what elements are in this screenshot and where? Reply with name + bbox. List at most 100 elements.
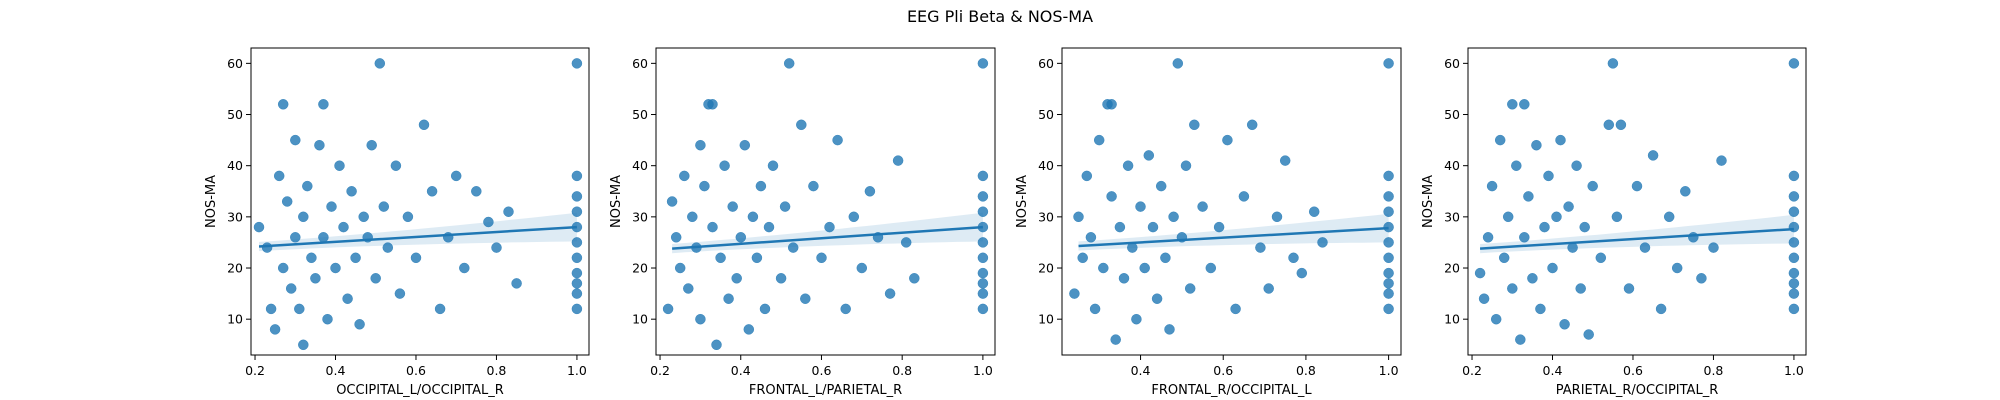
data-point [687, 211, 698, 223]
data-point [302, 180, 313, 192]
data-point [1184, 283, 1196, 294]
data-point [334, 160, 345, 171]
data-point [290, 232, 301, 243]
data-point [1069, 288, 1080, 299]
data-point [864, 186, 876, 197]
data-point [1263, 283, 1274, 294]
data-point [848, 211, 860, 223]
data-point [1189, 119, 1200, 131]
data-point [1089, 303, 1101, 315]
data-point [1155, 180, 1167, 192]
y-tick-label: 50 [632, 107, 648, 122]
regression-line [1479, 227, 1795, 250]
data-point [787, 242, 799, 253]
x-tick-label: 0.4 [731, 363, 751, 378]
data-point [1639, 242, 1651, 253]
data-point [1515, 334, 1526, 345]
data-point [1788, 267, 1800, 279]
data-point [1110, 334, 1121, 345]
data-point [1081, 170, 1093, 182]
x-tick-label: 1.0 [567, 363, 587, 378]
data-point [699, 180, 710, 192]
y-tick-label: 60 [1038, 56, 1054, 71]
plot-area [662, 58, 989, 351]
data-point [832, 134, 843, 146]
data-point [1122, 160, 1134, 171]
plot-area [1474, 58, 1800, 345]
x-tick-label: 0.2 [1462, 363, 1482, 378]
x-tick-label: 0.4 [1131, 363, 1151, 378]
x-tick-label: 0.4 [326, 363, 346, 378]
data-point [571, 206, 583, 217]
data-point [739, 139, 751, 151]
data-point [571, 170, 583, 182]
x-tick-label: 0.6 [1213, 363, 1233, 378]
data-point [1308, 206, 1320, 217]
data-point [1478, 293, 1490, 304]
axes-frame [655, 47, 996, 356]
data-point [310, 273, 321, 284]
data-point [1222, 134, 1233, 146]
data-point [977, 237, 989, 248]
data-point [715, 252, 726, 264]
data-point [670, 232, 682, 243]
data-point [491, 242, 502, 253]
data-point [1611, 211, 1623, 223]
x-axis-label: FRONTAL_L/PARIETAL_R [749, 383, 902, 398]
data-point [666, 196, 678, 207]
data-point [840, 303, 851, 315]
y-tick-label: 60 [227, 56, 243, 71]
y-tick-label: 50 [1444, 107, 1460, 122]
data-point [277, 262, 289, 274]
data-point [808, 180, 819, 192]
data-point [1571, 160, 1582, 171]
data-point [1180, 160, 1192, 171]
data-point [1603, 119, 1615, 131]
data-point [1164, 324, 1175, 335]
data-point [382, 242, 394, 253]
data-point [747, 211, 759, 223]
data-point [1531, 139, 1542, 151]
data-point [892, 155, 904, 166]
figure-title: EEG Pli Beta & NOS-MA [907, 7, 1093, 26]
chart-panels: 0.2 0.4 0.6 0.8 1.0 10 20 30 40 50 60 OCCIPITAL_L/O… [204, 47, 1807, 398]
data-point [426, 186, 438, 197]
data-point [1098, 262, 1109, 274]
data-point [1073, 211, 1084, 223]
data-point [1788, 278, 1800, 289]
data-point [707, 99, 718, 110]
data-point [1623, 283, 1635, 294]
data-point [1788, 58, 1800, 69]
x-tick-label: 0.8 [1704, 363, 1724, 378]
data-point [1527, 273, 1538, 284]
y-tick-label: 10 [227, 312, 243, 327]
data-point [1139, 262, 1150, 274]
data-point [290, 134, 301, 146]
data-point [318, 99, 329, 110]
y-axis-label: NOS-MA [1421, 175, 1436, 228]
data-point [719, 160, 730, 171]
data-point [450, 170, 462, 182]
y-tick-label: 20 [227, 261, 243, 276]
data-point [322, 313, 333, 325]
data-point [783, 58, 795, 69]
data-point [735, 232, 747, 243]
data-point [711, 339, 722, 351]
data-point [1547, 262, 1558, 274]
y-tick-label: 20 [632, 261, 648, 276]
data-point [759, 303, 771, 315]
data-point [1131, 313, 1142, 325]
data-point [900, 237, 912, 248]
data-point [977, 170, 989, 182]
scatter-panel-3: 0.4 0.6 0.8 1.0 10 20 30 40 50 60 FRONTAL_R/OCCIPI… [1015, 47, 1402, 398]
data-point [1490, 313, 1502, 325]
data-point [1486, 180, 1498, 192]
data-point [571, 278, 583, 289]
data-point [727, 201, 738, 212]
data-point [418, 119, 430, 131]
data-point [1147, 221, 1159, 233]
data-point [1383, 278, 1394, 289]
data-point [1498, 252, 1510, 264]
data-point [471, 186, 482, 197]
y-tick-label: 30 [632, 209, 648, 224]
